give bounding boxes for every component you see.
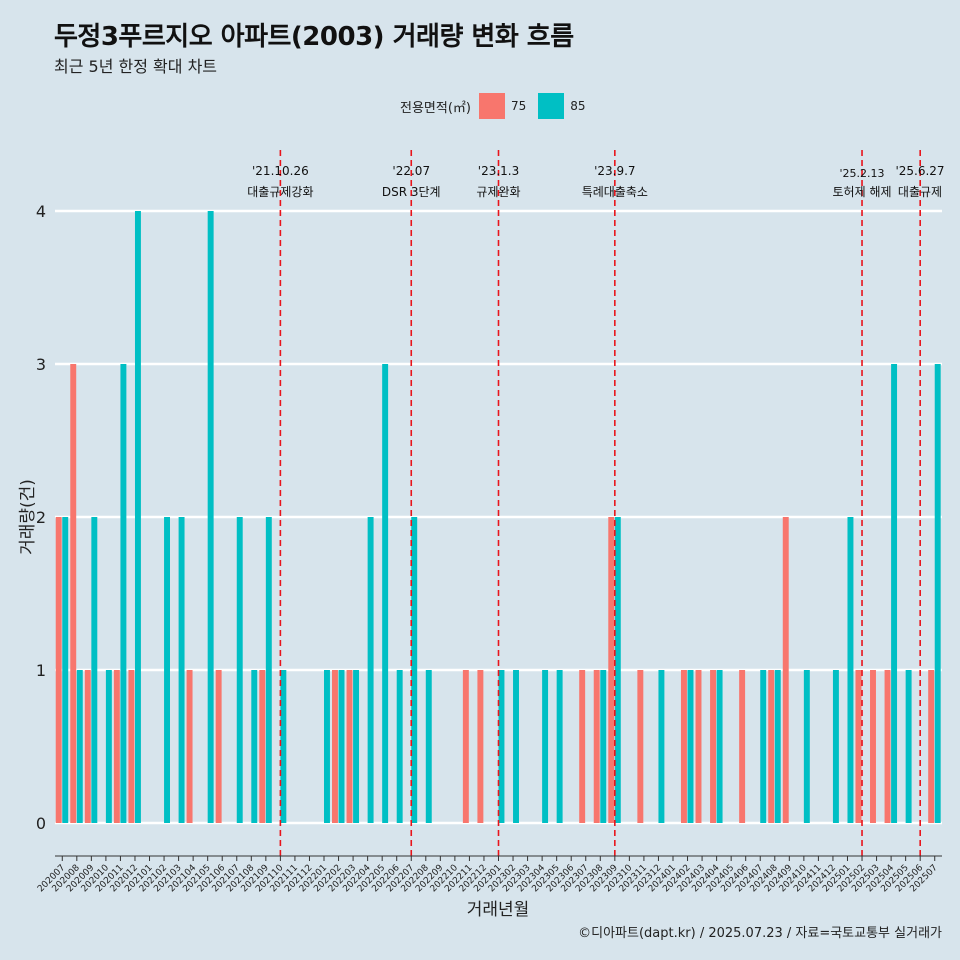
bar-202410-85 <box>803 670 810 823</box>
bar-202106-75 <box>215 670 222 823</box>
bar-202105-85 <box>207 211 214 823</box>
bar-202302-85 <box>513 670 519 823</box>
axes: 거래년월 거래량(건) 0123420200720200820200920201… <box>18 202 942 920</box>
bar-202202-85 <box>338 670 345 823</box>
event-label: 규제완화 <box>476 185 520 199</box>
bar-202109-75 <box>259 670 266 823</box>
x-axis-title: 거래년월 <box>467 900 530 920</box>
bar-202406-75 <box>739 670 746 823</box>
annotations: '21.10.26 대출규제강화 '22.07 DSR 3단계 '23.1.3 규제완화 '… <box>247 150 945 856</box>
bar-202202-75 <box>332 670 338 823</box>
bar-202404-75 <box>710 670 717 823</box>
bar-202402-85 <box>687 670 694 823</box>
bar-202009-85 <box>91 517 98 823</box>
bar-202305-85 <box>556 670 563 823</box>
bar-202204-85 <box>367 517 374 823</box>
bar-202012-75 <box>128 670 135 823</box>
bar-202007-75 <box>55 517 62 823</box>
bar-202211-75 <box>462 670 469 823</box>
event-date-label: '21.10.26 <box>252 164 309 178</box>
bar-202012-85 <box>134 211 141 823</box>
bar-202203-85 <box>353 670 360 823</box>
bar-202304-85 <box>542 670 549 823</box>
legend-label-75: 75 <box>510 99 527 113</box>
bar-202504-75 <box>884 670 891 823</box>
bar-202505-85 <box>905 670 912 823</box>
event-date-label: '23.9.7 <box>594 164 635 178</box>
bar-202507-75 <box>928 670 935 823</box>
source-caption: ©디아파트(dapt.kr) / 2025.07.23 / 자료=국토교통부 실… <box>578 926 942 941</box>
bar-202207-85 <box>411 517 418 823</box>
bars <box>55 211 941 823</box>
event-label: 대출규제강화 <box>247 185 313 199</box>
bar-202409-75 <box>782 517 789 823</box>
legend-key-75 <box>478 93 505 119</box>
event-label: DSR 3단계 <box>382 185 441 199</box>
chart-title: 두정3푸르지오 아파트(2003) 거래량 변화 흐름 <box>54 22 574 52</box>
chart-subtitle: 최근 5년 한정 확대 차트 <box>54 57 218 76</box>
bar-202109-85 <box>265 517 272 823</box>
bar-202408-75 <box>768 670 775 823</box>
legend-label-85: 85 <box>570 99 586 113</box>
event-label: 토허제 해제 <box>833 185 892 199</box>
bar-202108-85 <box>251 670 258 823</box>
y-tick-label: 1 <box>36 661 46 680</box>
bar-202009-75 <box>84 670 91 823</box>
bar-202404-85 <box>716 670 723 823</box>
bar-202307-75 <box>579 670 586 823</box>
bar-202502-75 <box>855 670 862 823</box>
bar-202010-85 <box>105 670 112 823</box>
y-tick-label: 3 <box>36 355 46 374</box>
bar-202407-85 <box>760 670 767 823</box>
event-date-label: '23.1.3 <box>478 164 519 178</box>
bar-202309-75 <box>608 517 615 823</box>
bar-202102-85 <box>164 517 171 823</box>
bar-202301-85 <box>498 670 505 823</box>
bar-202212-75 <box>477 670 484 823</box>
bar-202011-75 <box>113 670 120 823</box>
legend-title: 전용면적(㎡) <box>400 100 471 116</box>
event-date-label: '25.2.13 <box>840 167 885 180</box>
bar-202412-85 <box>832 670 839 823</box>
y-tick-label: 4 <box>36 202 46 221</box>
bar-202011-85 <box>120 364 127 823</box>
bar-202205-85 <box>382 364 389 823</box>
bar-202110-85 <box>280 670 287 823</box>
y-tick-label: 2 <box>36 508 46 527</box>
bar-202308-85 <box>600 670 607 823</box>
bar-202312-85 <box>658 670 665 823</box>
bar-202504-85 <box>891 364 898 823</box>
bar-202503-75 <box>870 670 876 823</box>
event-label: 대출규제 <box>898 185 942 199</box>
bar-202008-75 <box>70 364 77 823</box>
bar-202311-75 <box>637 670 644 823</box>
legend: 전용면적(㎡) 75 85 <box>400 93 590 119</box>
bar-202206-85 <box>396 670 403 823</box>
bar-202107-85 <box>236 517 243 823</box>
bar-202309-85 <box>614 517 621 823</box>
legend-key-85 <box>538 93 565 119</box>
bar-202507-85 <box>934 364 941 823</box>
event-date-label: '22.07 <box>392 164 430 178</box>
event-label: 특례대출축소 <box>582 185 648 199</box>
bar-202008-85 <box>76 670 83 823</box>
bar-202203-75 <box>346 670 353 823</box>
y-axis-title: 거래량(건) <box>18 479 38 555</box>
y-tick-label: 0 <box>36 814 46 833</box>
bar-202308-75 <box>593 670 600 823</box>
bar-202501-85 <box>847 517 854 823</box>
bar-202007-85 <box>62 517 69 823</box>
bar-202403-75 <box>695 670 702 823</box>
bar-202208-85 <box>425 670 432 823</box>
event-date-label: '25.6.27 <box>895 164 944 178</box>
bar-202103-85 <box>178 517 185 823</box>
bar-202408-85 <box>774 670 781 823</box>
bar-202201-85 <box>324 670 330 823</box>
bar-202402-75 <box>680 670 687 823</box>
bar-202104-75 <box>186 670 193 823</box>
